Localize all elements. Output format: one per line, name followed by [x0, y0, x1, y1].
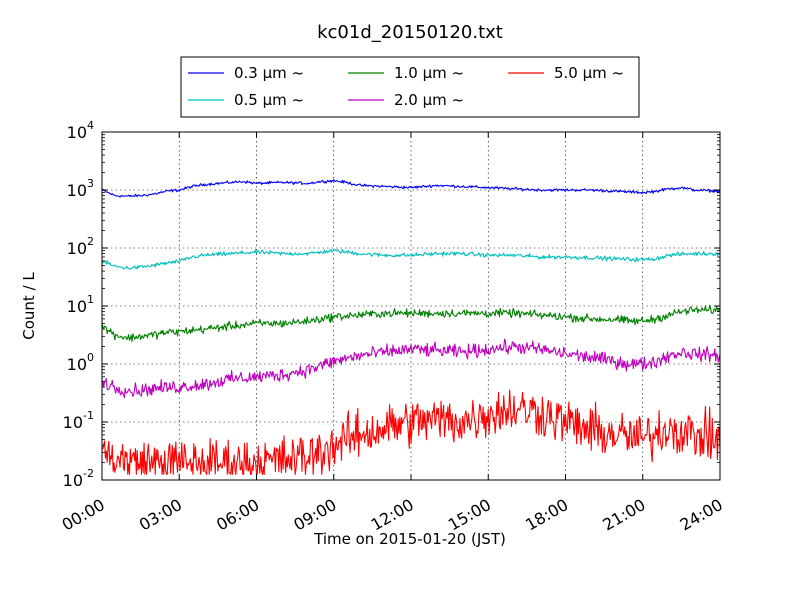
legend-label-1: 0.5 µm ~	[234, 91, 304, 109]
legend-label-0: 0.3 µm ~	[234, 64, 304, 82]
series-line-2	[101, 304, 721, 342]
series-line-1	[101, 248, 721, 270]
series-layer	[101, 179, 721, 475]
series-line-4	[101, 389, 721, 475]
legend-label-3: 2.0 µm ~	[394, 91, 464, 109]
series-line-3	[101, 338, 721, 399]
chart-title: kc01d_20150120.txt	[317, 22, 503, 43]
x-axis-title: Time on 2015-01-20 (JST)	[313, 530, 506, 548]
legend-box	[180, 56, 640, 118]
legend-label-2: 1.0 µm ~	[394, 64, 464, 82]
legend-label-4: 5.0 µm ~	[554, 64, 624, 82]
legend: 0.3 µm ~ 0.5 µm ~ 1.0 µm ~ 2.0 µm ~ 5.0 µm ~	[180, 56, 640, 118]
series-line-0	[101, 179, 721, 198]
y-axis-title: Count / L	[20, 272, 38, 340]
